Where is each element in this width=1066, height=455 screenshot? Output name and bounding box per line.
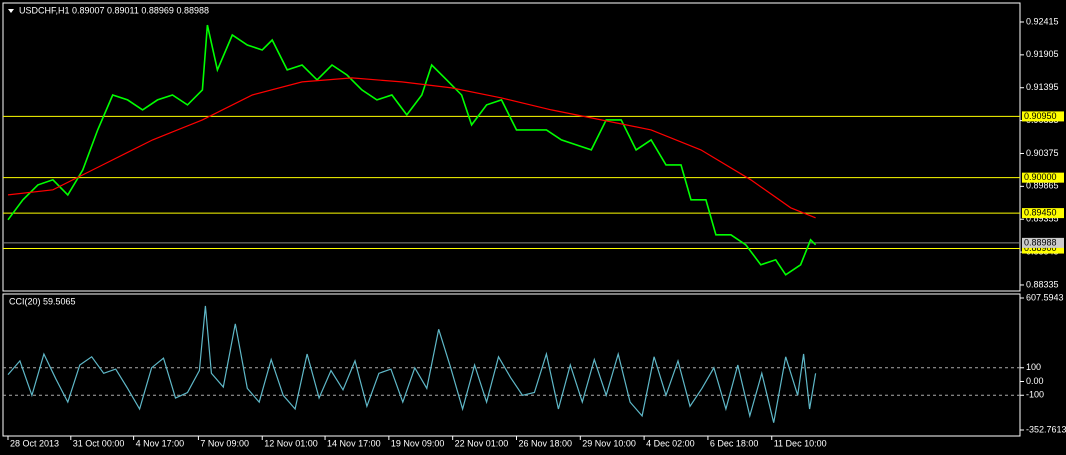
y-tick-label: 0.92415 [1026,16,1059,26]
y-tick-label: 607.5943 [1026,292,1064,302]
main-panel [2,2,1021,292]
level-label: 0.90950 [1024,111,1057,121]
level-box [1022,172,1064,183]
x-tick-label: 14 Nov 17:00 [327,438,381,448]
y-tick-label: -352.7613 [1026,424,1066,434]
level-box [1022,208,1064,219]
y-tick-label: 0.88335 [1026,279,1059,289]
y-tick-label: 0.89355 [1026,214,1059,224]
series-line [7,77,816,219]
level-label: 0.90000 [1024,172,1057,182]
cci-panel [2,293,1021,437]
y-tick-label: 100 [1026,362,1041,372]
indicator-title: CCI(20) 59.5065 [9,296,76,306]
x-tick-label: 26 Nov 18:00 [518,438,572,448]
level-box [1022,243,1064,254]
last-price-label: 0.88988 [1024,237,1057,247]
menu-arrow[interactable] [8,9,14,13]
y-tick-label: 0.00 [1026,376,1044,386]
level-label: 0.89450 [1024,207,1057,217]
x-tick-label: 11 Dec 10:00 [774,438,827,448]
series-line [7,305,817,423]
x-tick-label: 28 Oct 2013 [10,438,59,448]
x-tick-label: 12 Nov 01:00 [264,438,318,448]
y-tick-label: 0.90375 [1026,148,1059,158]
x-tick-label: 6 Dec 18:00 [710,438,759,448]
level-box [1022,111,1064,122]
y-tick-label: -100 [1026,390,1044,400]
y-tick-label: 0.91905 [1026,49,1059,59]
level-label: 0.88900 [1024,243,1057,253]
y-tick-label: 0.89865 [1026,181,1059,191]
x-tick-label: 29 Nov 10:00 [582,438,636,448]
x-tick-label: 7 Nov 09:00 [200,438,249,448]
series-line [7,24,817,276]
x-tick-label: 19 Nov 09:00 [391,438,445,448]
x-tick-label: 4 Nov 17:00 [136,438,185,448]
x-tick-label: 31 Oct 00:00 [73,438,125,448]
y-tick-label: 0.91395 [1026,82,1059,92]
x-tick-label: 4 Dec 02:00 [646,438,695,448]
last-price-box [1022,237,1064,248]
chart-title: USDCHF,H1 0.89007 0.89011 0.88969 0.8898… [19,5,209,15]
x-tick-label: 22 Nov 01:00 [455,438,509,448]
